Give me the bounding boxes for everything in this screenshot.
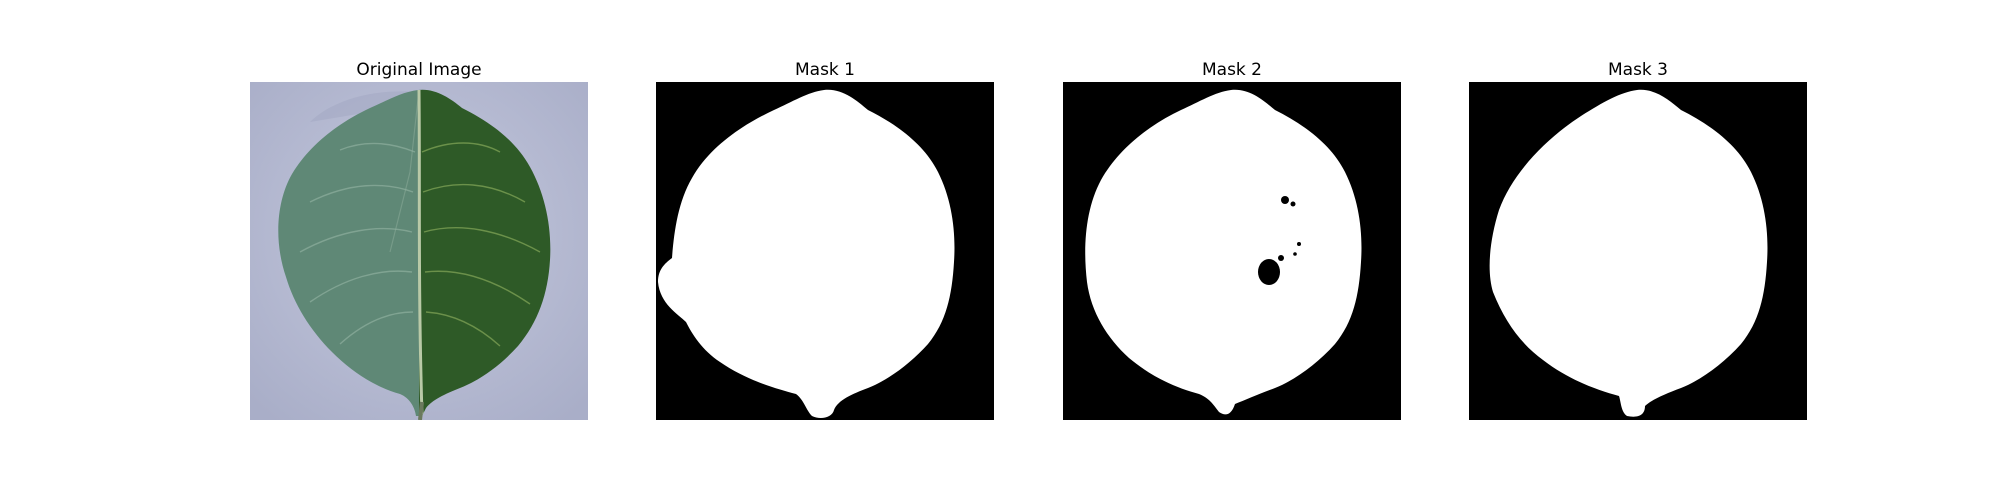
- mask-speck: [1531, 172, 1535, 176]
- panel-title: Mask 2: [1201, 60, 1262, 80]
- mask-image-3: [1469, 82, 1807, 420]
- panel-mask-1: Mask 1: [656, 58, 994, 420]
- panel-original-image: Original Image: [250, 58, 588, 420]
- mask-holes: [1258, 196, 1301, 285]
- leaf-stem: [418, 401, 424, 420]
- panel-mask-2: Mask 2: [1063, 58, 1401, 420]
- mask-image-1: [656, 82, 994, 420]
- mask-region: [1085, 89, 1362, 415]
- mask-region: [658, 89, 955, 419]
- panel-mask-3: Mask 3: [1469, 58, 1807, 420]
- panel-title: Mask 1: [794, 60, 855, 80]
- leaf-photo: [250, 82, 588, 420]
- panel-title: Original Image: [356, 60, 482, 80]
- mask-region: [1489, 89, 1768, 417]
- mask-image-2: [1063, 82, 1401, 420]
- panel-title: Mask 3: [1607, 60, 1668, 80]
